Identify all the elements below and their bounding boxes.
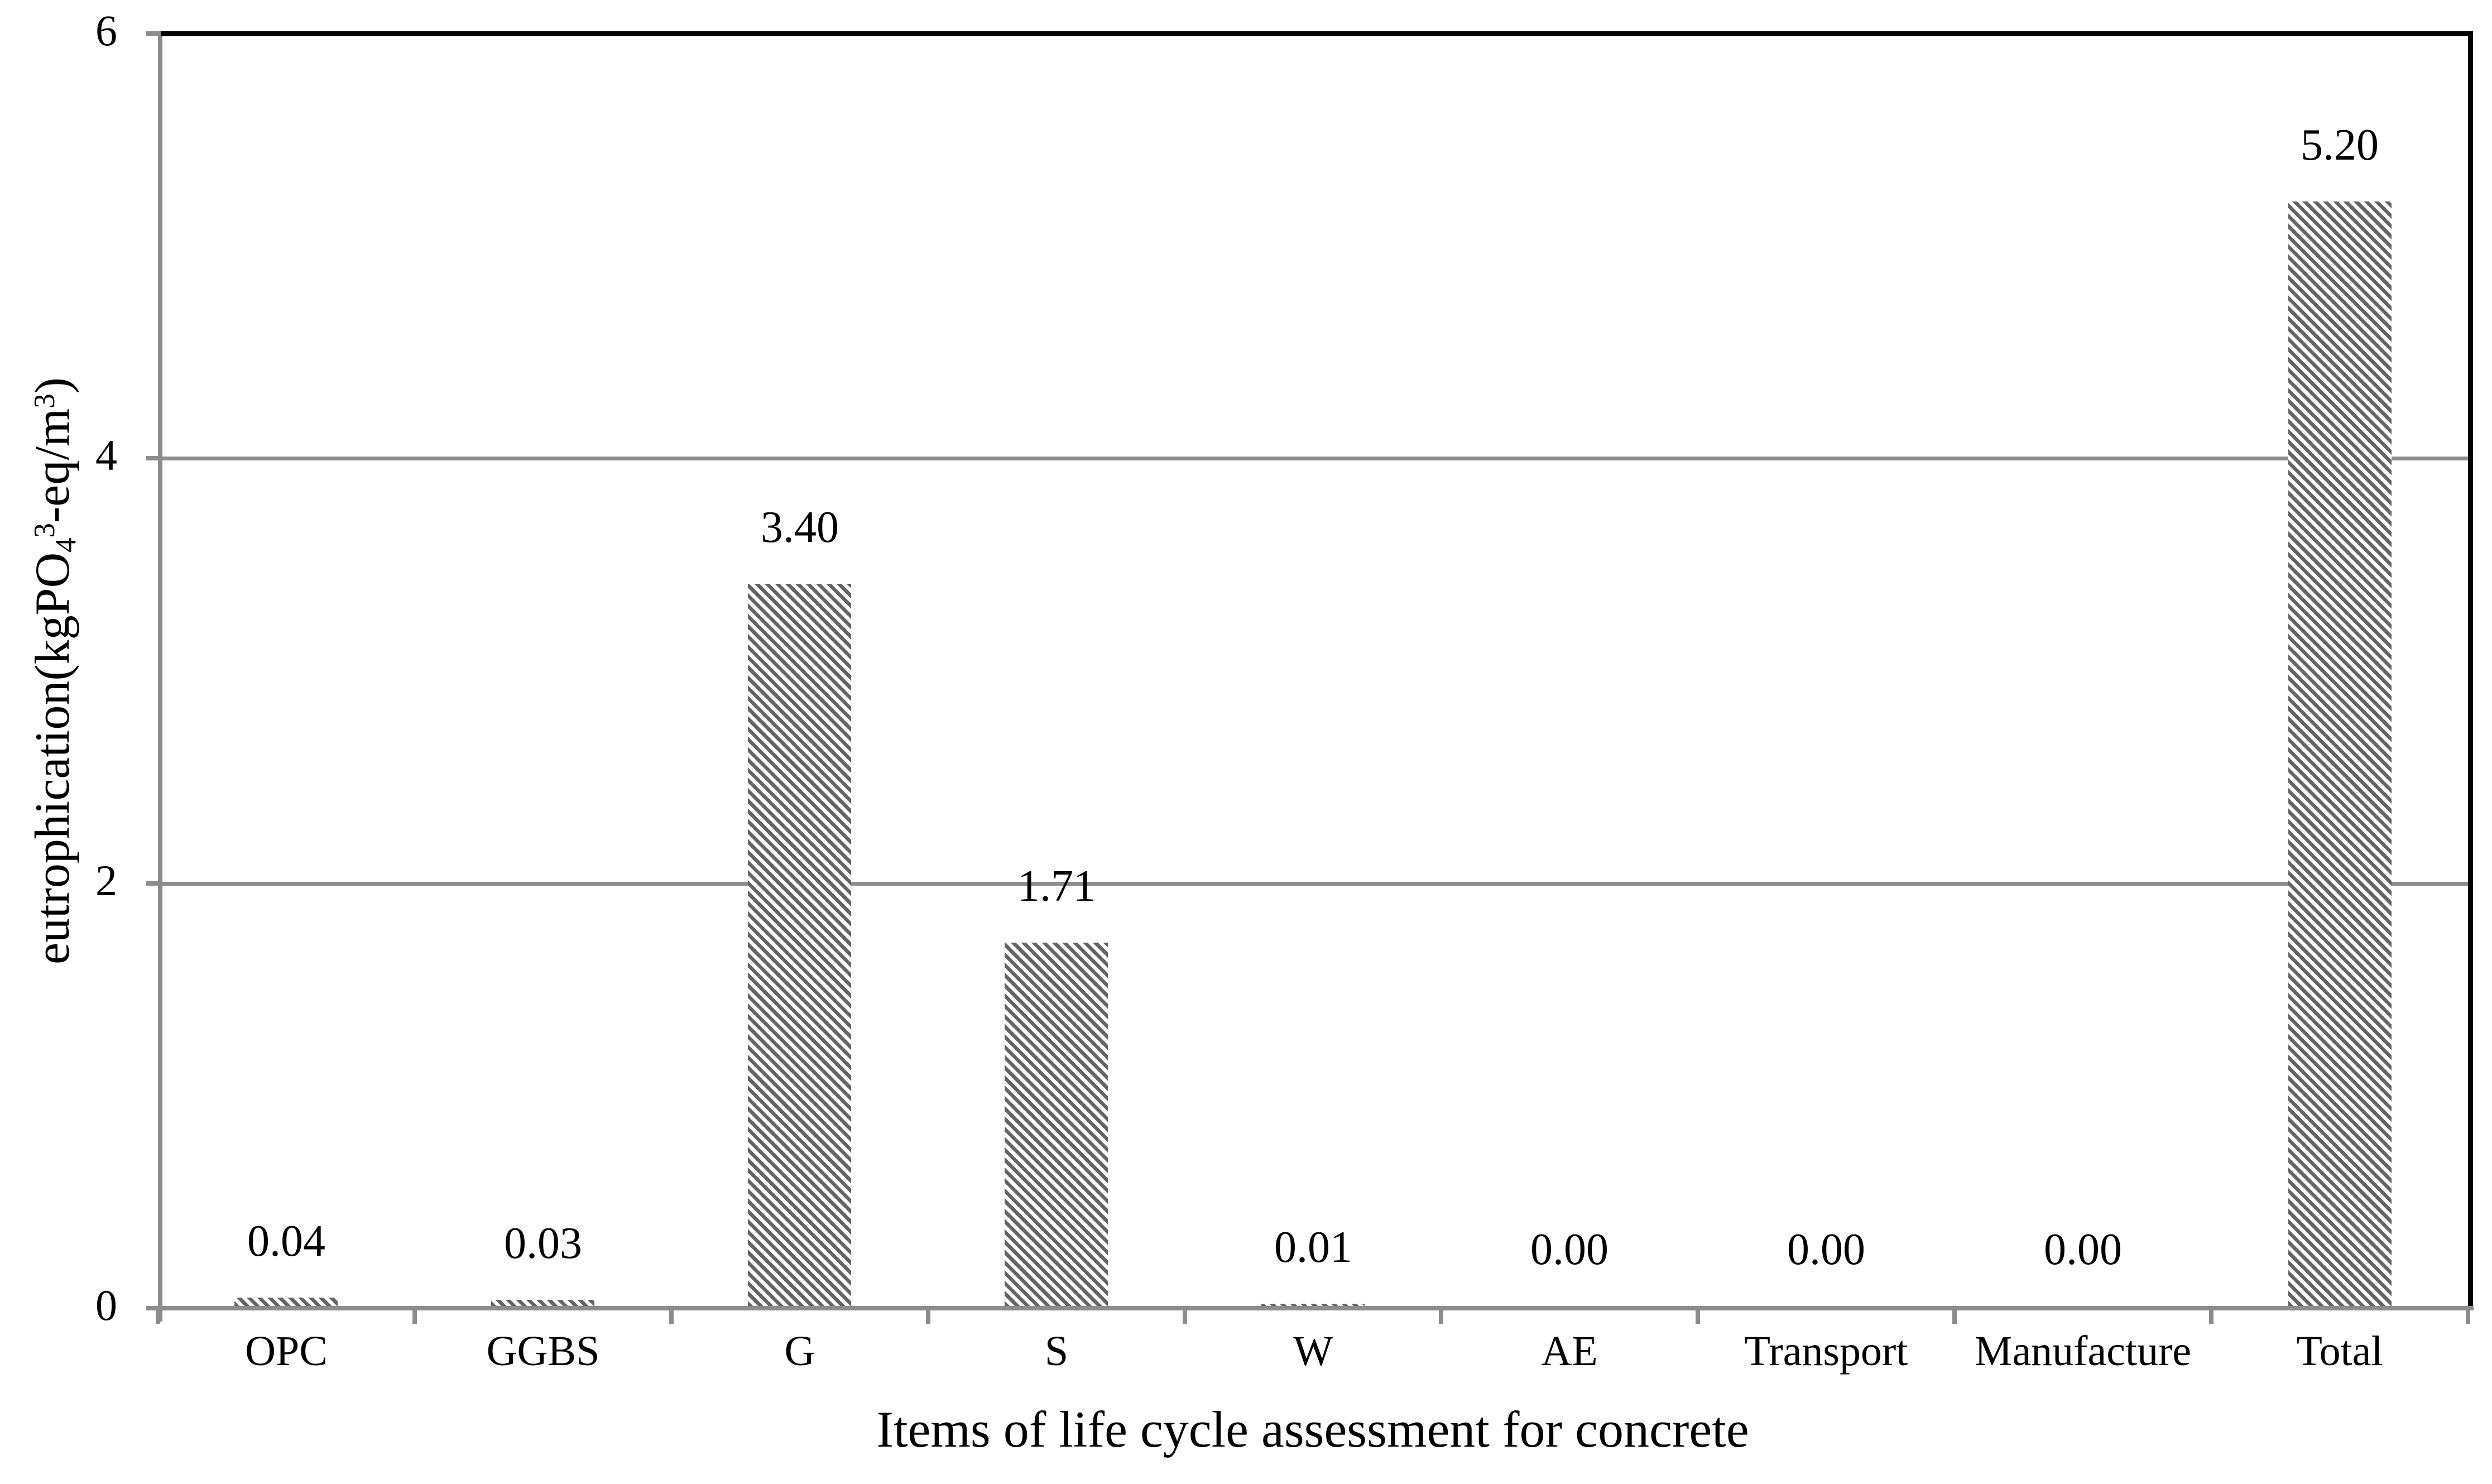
y-axis-line (158, 32, 162, 1322)
data-label-Total: 5.20 (2301, 121, 2379, 170)
data-label-S: 1.71 (1017, 862, 1096, 911)
bar-W (1261, 1304, 1365, 1306)
category-label-Manufacture: Manufacture (1974, 1328, 2192, 1375)
category-label-OPC: OPC (245, 1328, 328, 1375)
category-label-Total: Total (2296, 1328, 2383, 1375)
data-label-OPC: 0.04 (247, 1217, 325, 1266)
bar-G (748, 584, 851, 1306)
data-label-W: 0.01 (1274, 1223, 1352, 1272)
y-tick-6 (146, 31, 161, 36)
bar-S (1005, 943, 1108, 1306)
y-tick-0 (146, 1306, 161, 1310)
category-label-GGBS: GGBS (486, 1328, 600, 1375)
gridline-2 (162, 882, 2468, 886)
x-axis-line (146, 1306, 2474, 1310)
y-tick-label-4: 4 (95, 431, 117, 479)
bar-OPC (234, 1298, 338, 1306)
plot-border-right (2468, 31, 2473, 1306)
category-label-AE: AE (1541, 1328, 1598, 1375)
category-tick-4 (1183, 1310, 1187, 1324)
category-label-W: W (1293, 1328, 1333, 1375)
y-axis-title-superscript: 3 (28, 523, 61, 538)
category-tick-0 (156, 1310, 160, 1324)
category-label-S: S (1044, 1328, 1069, 1375)
y-tick-label-6: 6 (95, 6, 117, 55)
data-label-GGBS: 0.03 (504, 1219, 582, 1268)
category-tick-1 (412, 1310, 417, 1324)
y-axis-title-subscript: 4 (49, 537, 82, 553)
y-axis-title-text: eutrophication(kgPO (26, 552, 80, 964)
category-tick-5 (1439, 1310, 1443, 1324)
category-tick-9 (2466, 1310, 2470, 1324)
category-label-Transport: Transport (1744, 1328, 1908, 1375)
category-label-G: G (784, 1328, 815, 1375)
category-tick-3 (926, 1310, 930, 1324)
y-axis-title-superscript: 3 (28, 393, 61, 409)
y-tick-label-2: 2 (95, 856, 117, 905)
y-axis-title-text: -eq/m (26, 408, 80, 524)
category-tick-8 (2209, 1310, 2213, 1324)
y-tick-label-0: 0 (95, 1281, 117, 1329)
category-tick-7 (1952, 1310, 1957, 1324)
y-tick-4 (146, 456, 161, 460)
y-tick-2 (146, 881, 161, 886)
plot-border-top (161, 31, 2473, 36)
y-axis-title: eutrophication(kgPO43-eq/m3) (17, 308, 89, 1034)
category-tick-2 (669, 1310, 674, 1324)
category-tick-6 (1696, 1310, 1700, 1324)
data-label-Transport: 0.00 (1787, 1225, 1865, 1274)
x-axis-title: Items of life cycle assessment for concr… (876, 1401, 1749, 1458)
gridline-4 (162, 457, 2468, 460)
y-axis-title-text: ) (26, 377, 80, 394)
data-label-G: 3.40 (761, 503, 839, 552)
data-label-AE: 0.00 (1530, 1225, 1608, 1274)
bar-Total (2288, 201, 2392, 1306)
data-label-Manufacture: 0.00 (2044, 1225, 2122, 1274)
bar-GGBS (491, 1300, 594, 1306)
